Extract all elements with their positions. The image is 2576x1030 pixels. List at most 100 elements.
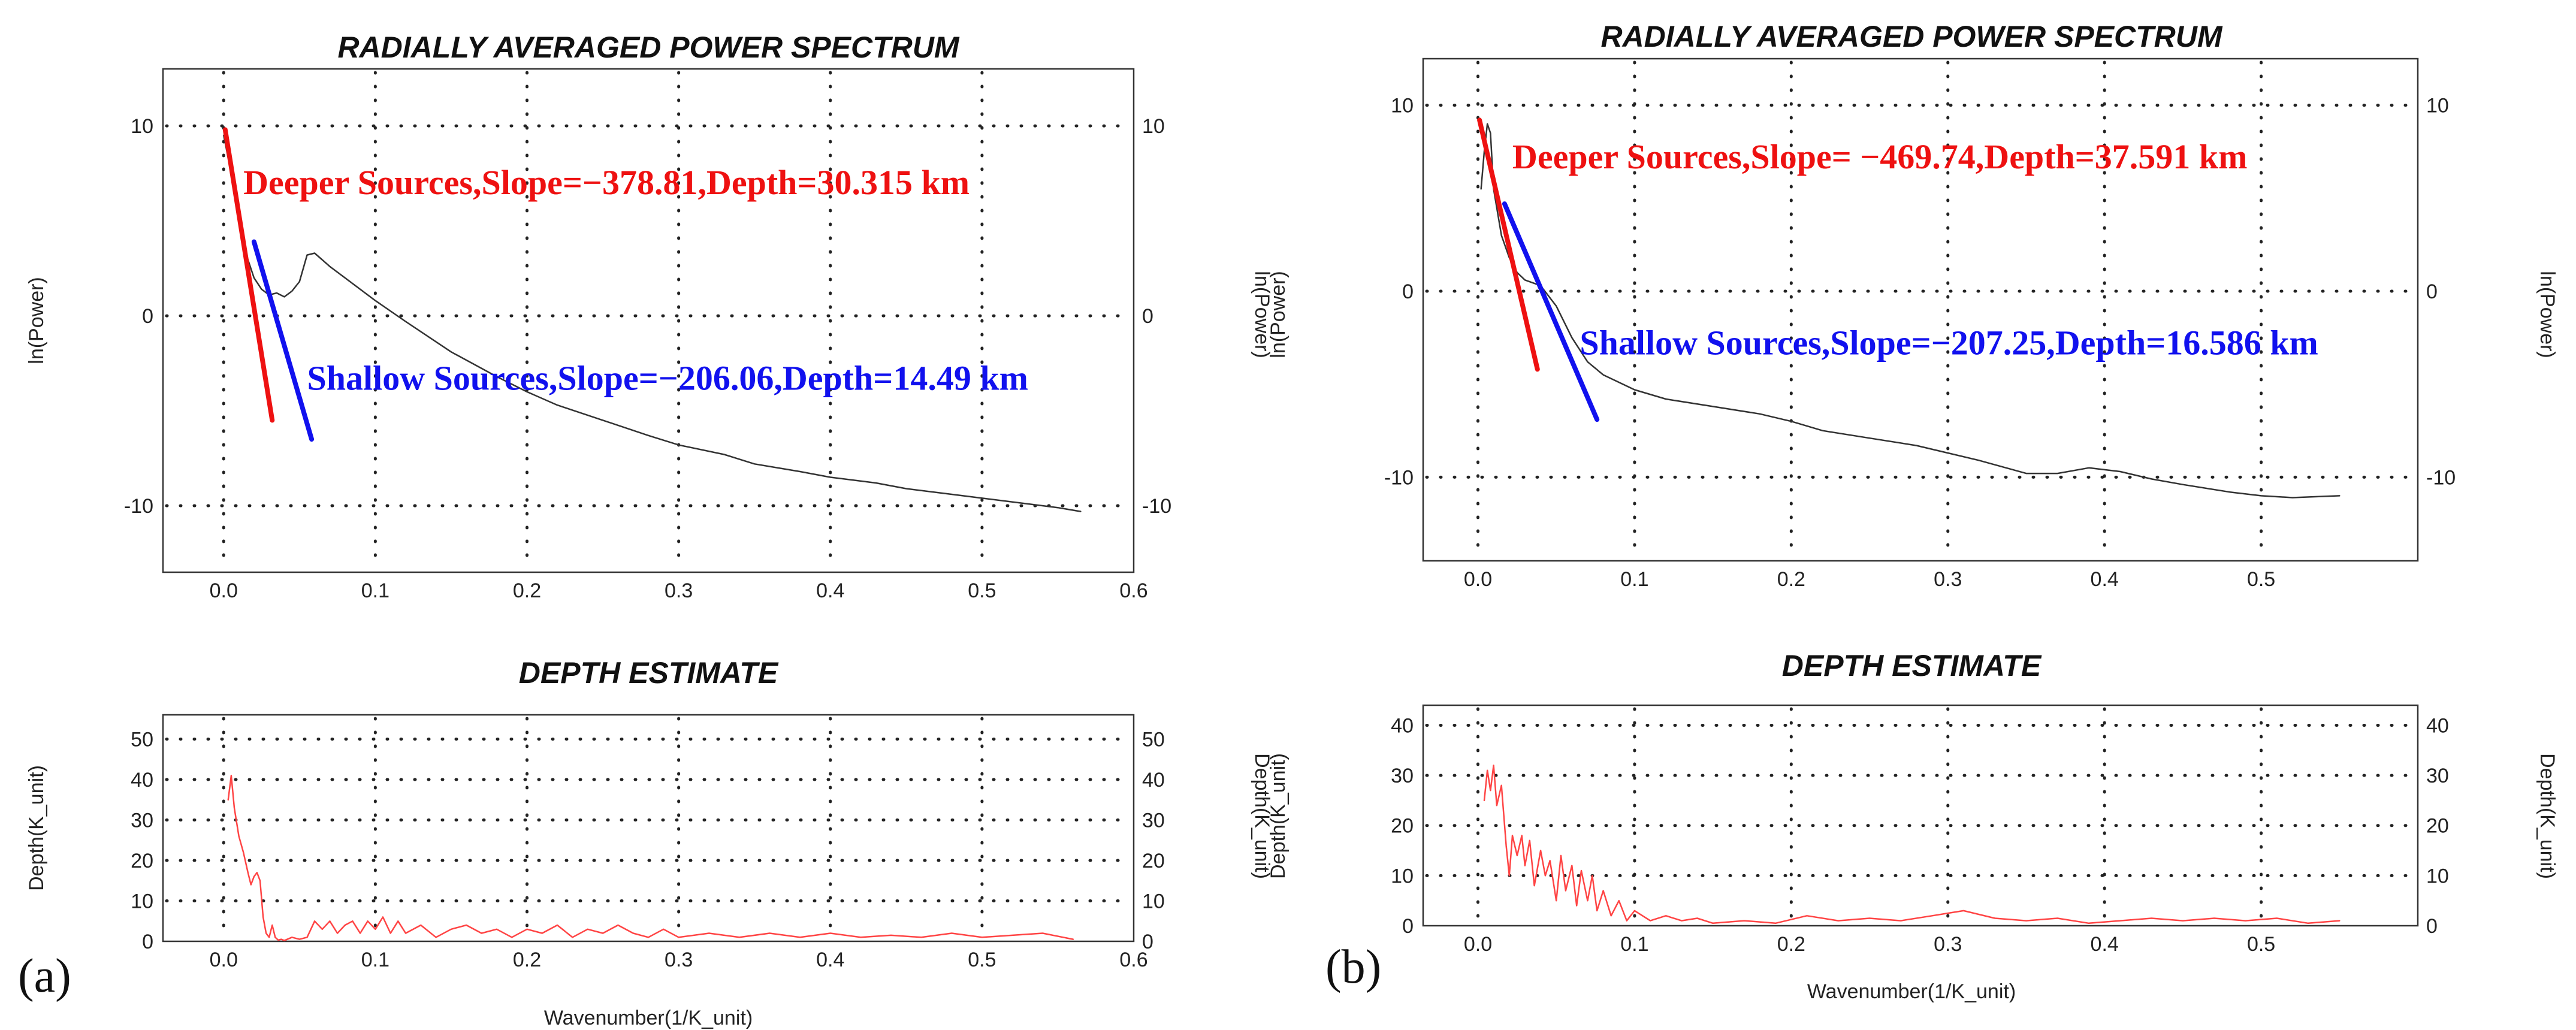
x-tick-label: 0.4 (816, 949, 844, 971)
y-tick-label-right: 0 (1142, 931, 1153, 953)
plot-frame (162, 68, 1135, 573)
y-tick-labels-left: 0 10 20 30 40 (1391, 714, 1414, 938)
y-tick-label-right: 50 (1142, 729, 1165, 751)
slope-annotation: Deeper Sources,Slope= −469.74,Depth=37.5… (1512, 137, 2247, 176)
x-tick-label: 0.4 (2091, 568, 2119, 591)
plot-area: Deeper Sources,Slope= −469.74,Depth=37.5… (1477, 117, 2341, 499)
y-axis-label-outer: ln(Power) (1251, 271, 1273, 358)
y-tick-label-right: -10 (1142, 495, 1171, 518)
y-tick-label: 10 (131, 115, 153, 138)
chart-title: DEPTH ESTIMATE (1782, 649, 2042, 682)
y-tick-labels-right: 0 10 20 30 40 (2426, 714, 2449, 938)
x-tick-labels: 0.0 0.1 0.2 0.3 0.4 0.5 0.6 (210, 949, 1148, 971)
x-tick-label: 0.0 (210, 949, 238, 971)
y-tick-label-right: 20 (1142, 850, 1165, 872)
panel-b-spectrum-chart: RADIALLY AVERAGED POWER SPECTRUM 0.0 0.1 0… (1251, 20, 2559, 591)
slope-annotation: Deeper Sources,Slope=−378.81,Depth=30.31… (243, 163, 970, 202)
y-tick-label: 10 (131, 890, 153, 913)
deeper-sources-fit-line (222, 127, 275, 423)
y-tick-label: 40 (1391, 714, 1414, 737)
x-tick-label: 0.6 (1119, 949, 1147, 971)
y-tick-labels-right: 10 0 -10 (1142, 115, 1171, 518)
x-tick-labels: 0.0 0.1 0.2 0.3 0.4 0.5 0.6 (210, 579, 1148, 602)
y-tick-labels-left: 10 0 -10 (124, 115, 153, 518)
panel-a-tag: (a) (18, 950, 71, 1002)
y-tick-label-right: 30 (2426, 765, 2449, 787)
y-axis-label: Depth(K_unit) (25, 765, 48, 891)
panel-b-depth-chart: DEPTH ESTIMATE 0.0 0.1 0.2 0.3 0.4 0.5 0 10 20 3… (1251, 649, 2559, 1003)
y-tick-label-right: 10 (2426, 865, 2449, 887)
y-tick-label: 0 (1402, 280, 1414, 303)
x-tick-label: 0.0 (1464, 568, 1492, 591)
panel-b-tag: (b) (1325, 941, 1381, 993)
x-tick-label: 0.3 (1934, 933, 1962, 956)
y-axis-label: ln(Power) (25, 277, 48, 364)
x-tick-label: 0.3 (665, 579, 693, 602)
gridlines (1425, 61, 2416, 559)
y-tick-label: 50 (131, 729, 153, 751)
chart-title: RADIALLY AVERAGED POWER SPECTRUM (1600, 20, 2222, 53)
y-tick-labels-right: 0 10 20 30 40 50 (1142, 729, 1165, 954)
y-tick-label: 20 (131, 850, 153, 872)
y-tick-label: 30 (131, 809, 153, 832)
plot-area (1483, 765, 2341, 925)
gridlines (1425, 707, 2416, 924)
x-tick-label: 0.5 (2247, 568, 2275, 591)
y-tick-label: 30 (1391, 765, 1414, 787)
depth-estimate-line (1483, 765, 2341, 925)
x-tick-label: 0.1 (1620, 933, 1648, 956)
y-tick-label: -10 (124, 495, 153, 518)
y-tick-label: 40 (131, 769, 153, 792)
y-tick-label-right: 0 (2426, 280, 2438, 303)
slope-annotation: Shallow Sources,Slope=−206.06,Depth=14.4… (307, 359, 1028, 398)
slope-annotation: Shallow Sources,Slope=−207.25,Depth=16.5… (1580, 323, 2318, 362)
plot-area (227, 775, 1074, 941)
y-tick-label-right: -10 (2426, 466, 2456, 489)
plot-frame (1422, 704, 2419, 927)
x-tick-labels: 0.0 0.1 0.2 0.3 0.4 0.5 (1464, 568, 2275, 591)
x-tick-label: 0.5 (968, 579, 996, 602)
plot-frame (162, 714, 1135, 943)
x-tick-label: 0.1 (1620, 568, 1648, 591)
y-tick-label: -10 (1384, 466, 1414, 489)
y-tick-label-right: 30 (1142, 809, 1165, 832)
y-tick-label: 20 (1391, 815, 1414, 838)
plot-area: Deeper Sources,Slope=−378.81,Depth=30.31… (222, 127, 1082, 512)
y-tick-label-right: 10 (1142, 890, 1165, 913)
y-axis-label: Depth(K_unit) (1267, 753, 1289, 879)
y-tick-label: 10 (1391, 865, 1414, 887)
x-tick-label: 0.6 (1119, 579, 1147, 602)
x-tick-label: 0.5 (2247, 933, 2275, 956)
x-tick-label: 0.4 (816, 579, 844, 602)
y-tick-label: 0 (142, 305, 153, 328)
y-axis-label-outer: Depth(K_unit) (1251, 753, 1273, 879)
y-tick-label: 10 (1391, 95, 1414, 117)
y-tick-label: 0 (1402, 915, 1414, 938)
y-tick-label-right: 40 (2426, 714, 2449, 737)
x-tick-labels: 0.0 0.1 0.2 0.3 0.4 0.5 (1464, 933, 2275, 956)
x-tick-label: 0.2 (1777, 933, 1805, 956)
y-tick-label-right: 20 (2426, 815, 2449, 838)
x-tick-label: 0.3 (665, 949, 693, 971)
y-tick-labels-left: 10 0 -10 (1384, 95, 1414, 490)
x-tick-label: 0.2 (513, 949, 541, 971)
y-tick-label: 0 (142, 931, 153, 953)
x-tick-label: 0.2 (513, 579, 541, 602)
deeper-sources-fit-line (1477, 117, 1540, 372)
x-tick-label: 0.4 (2091, 933, 2119, 956)
y-tick-label-right: 40 (1142, 769, 1165, 792)
gridlines (165, 717, 1132, 940)
y-axis-label-right: Depth(K_unit) (2536, 753, 2559, 879)
y-tick-labels-right: 10 0 -10 (2426, 95, 2456, 490)
y-tick-label-right: 10 (2426, 95, 2449, 117)
y-tick-label-right: 0 (2426, 915, 2438, 938)
y-tick-label-right: 0 (1142, 305, 1153, 328)
y-axis-label-right: ln(Power) (2536, 271, 2559, 358)
y-axis-label: ln(Power) (1267, 271, 1289, 358)
chart-title: RADIALLY AVERAGED POWER SPECTRUM (337, 31, 959, 64)
shallow-sources-fit-line (1502, 201, 1600, 422)
x-tick-label: 0.1 (361, 949, 389, 971)
panel-a-depth-chart: DEPTH ESTIMATE 0.0 0.1 0.2 0.3 0.4 0.5 0.6 0 10… (25, 656, 1165, 1029)
x-tick-label: 0.2 (1777, 568, 1805, 591)
